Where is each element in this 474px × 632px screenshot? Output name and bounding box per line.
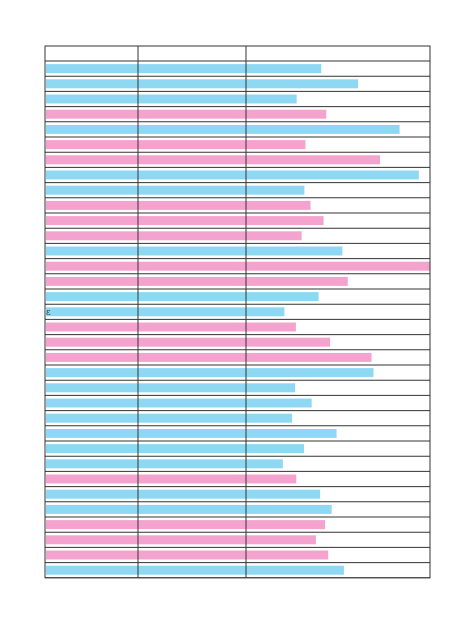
bar-1 <box>46 64 322 74</box>
bar-18 <box>46 322 296 332</box>
bar-28 <box>46 474 297 484</box>
bar-6 <box>46 140 306 150</box>
bar-9 <box>46 185 305 195</box>
bar-12 <box>46 231 302 241</box>
bar-2 <box>46 79 359 89</box>
bar-31 <box>46 520 326 530</box>
bar-21 <box>46 368 374 378</box>
bar-8 <box>46 170 419 180</box>
bar-4 <box>46 109 327 119</box>
bar-24 <box>46 413 293 423</box>
bar-27 <box>46 459 283 469</box>
bar-33 <box>46 550 329 560</box>
bar-34 <box>46 565 344 575</box>
bar-29 <box>46 489 321 499</box>
bar-32 <box>46 535 316 545</box>
bar-25 <box>46 428 337 438</box>
bar-16 <box>46 292 319 302</box>
row-mark-label: ɛ <box>46 308 51 318</box>
bar-26 <box>46 444 304 454</box>
bar-7 <box>46 155 381 165</box>
bar-15 <box>46 276 348 286</box>
labels-layer: ɛ <box>46 308 51 318</box>
bar-30 <box>46 504 332 514</box>
bar-10 <box>46 200 311 210</box>
grid-layer <box>44 45 431 579</box>
bar-11 <box>46 216 324 226</box>
bar-14 <box>46 261 430 271</box>
bars-layer <box>46 64 430 575</box>
bar-17 <box>46 307 285 317</box>
bar-22 <box>46 383 296 393</box>
bar-13 <box>46 246 343 256</box>
bar-3 <box>46 94 297 104</box>
bar-19 <box>46 337 331 347</box>
bar-5 <box>46 124 400 134</box>
bar-23 <box>46 398 312 408</box>
bar-20 <box>46 352 372 362</box>
